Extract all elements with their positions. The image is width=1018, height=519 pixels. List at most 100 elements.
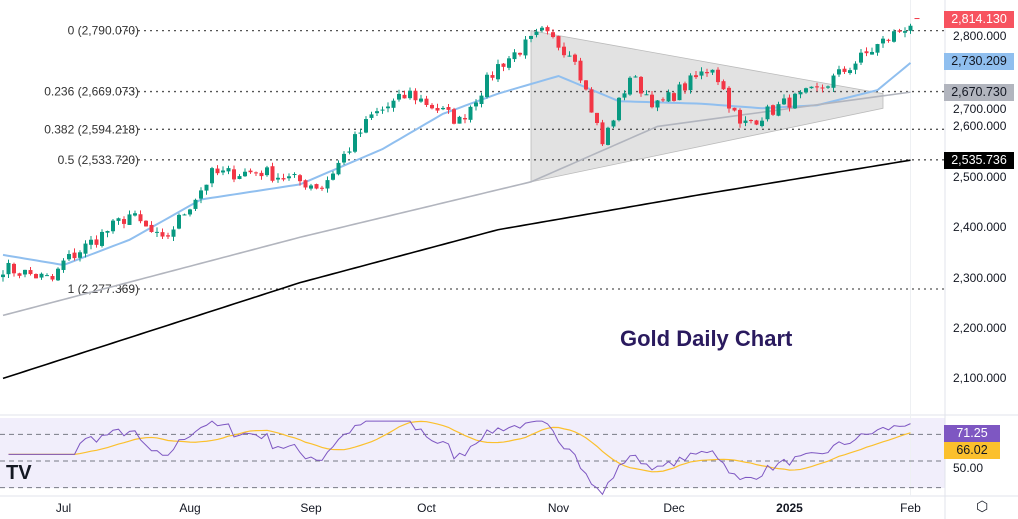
- candle: [336, 162, 341, 175]
- candle: [771, 105, 775, 115]
- price-tick-label: 2,800.000: [953, 29, 1007, 43]
- candle: [507, 58, 511, 68]
- candle: [776, 104, 781, 116]
- candle: [639, 76, 643, 94]
- candle: [655, 100, 660, 108]
- candle: [595, 112, 599, 123]
- candle: [276, 177, 280, 180]
- candle: [606, 127, 610, 145]
- candle: [457, 116, 462, 124]
- candle: [149, 224, 154, 232]
- candle: [518, 52, 522, 55]
- candle: [248, 170, 253, 173]
- candle: [254, 172, 258, 174]
- candle: [166, 235, 170, 237]
- candle: [749, 120, 753, 122]
- candle: [215, 168, 220, 174]
- candle: [259, 172, 264, 177]
- ma-mid-tag: 2,670.730: [944, 84, 1014, 101]
- candle: [204, 184, 209, 191]
- candle: [358, 132, 363, 134]
- candle: [787, 97, 792, 108]
- candle: [886, 39, 891, 41]
- candle: [903, 31, 907, 33]
- candle: [28, 270, 33, 275]
- candle: [754, 120, 759, 125]
- candle: [309, 185, 313, 189]
- tradingview-logo[interactable]: TV: [6, 462, 32, 484]
- candle: [842, 68, 847, 72]
- candle: [89, 239, 93, 245]
- settings-icon[interactable]: ⬡: [976, 498, 989, 514]
- candle: [320, 187, 324, 189]
- moving-average-line: [2, 91, 911, 317]
- candle: [116, 218, 121, 221]
- candle: [699, 71, 704, 76]
- candle: [567, 55, 572, 57]
- candle: [1, 274, 5, 278]
- time-label: Sep: [300, 501, 322, 515]
- candle: [133, 213, 137, 216]
- candle: [474, 102, 478, 107]
- candle: [551, 32, 555, 38]
- candle: [72, 252, 77, 259]
- time-label: 2025: [776, 501, 803, 515]
- candle: [496, 64, 500, 80]
- moving-average-line: [2, 62, 912, 267]
- candle: [765, 106, 770, 120]
- candle: [644, 94, 649, 96]
- candle: [716, 69, 720, 83]
- candle: [408, 90, 412, 99]
- candle: [523, 39, 528, 56]
- time-label: Oct: [417, 501, 436, 515]
- price-tick-label: 2,600.000: [953, 119, 1007, 134]
- candle: [892, 31, 896, 42]
- candle: [694, 75, 698, 78]
- candle: [188, 209, 192, 215]
- candle: [287, 176, 291, 179]
- candle: [380, 109, 385, 111]
- candle: [677, 84, 682, 101]
- candle: [452, 109, 456, 124]
- candle: [732, 107, 737, 111]
- candle: [413, 90, 418, 101]
- ma-slow-tag: 2,535.736: [944, 152, 1014, 169]
- candle: [155, 231, 159, 233]
- candle: [226, 168, 231, 172]
- candle: [386, 106, 390, 109]
- candle: [138, 214, 143, 222]
- candle: [628, 77, 632, 95]
- candle: [314, 184, 319, 189]
- candle: [34, 273, 38, 279]
- rsi-signal-line: [8, 420, 911, 473]
- candle: [666, 92, 671, 102]
- price-tick-label: 2,500.000: [953, 170, 1007, 184]
- candle: [661, 99, 665, 101]
- candle: [809, 86, 814, 89]
- candle: [50, 276, 55, 280]
- candle: [17, 273, 22, 276]
- candle: [837, 69, 841, 75]
- candle: [221, 170, 225, 173]
- candle: [6, 262, 11, 275]
- time-label: Nov: [548, 501, 569, 515]
- candle: [430, 104, 434, 109]
- candle: [446, 107, 451, 110]
- candle: [67, 254, 71, 260]
- candle: [479, 95, 484, 104]
- candle: [798, 92, 803, 95]
- candle: [881, 38, 885, 44]
- candle: [243, 171, 247, 177]
- candle: [12, 263, 16, 274]
- candle: [611, 120, 616, 127]
- candle: [281, 178, 286, 180]
- candle: [826, 86, 830, 88]
- time-label: Aug: [179, 501, 200, 515]
- candle: [45, 275, 49, 277]
- candle: [237, 176, 242, 179]
- time-label: Dec: [663, 501, 684, 515]
- candle: [105, 231, 110, 233]
- candle: [490, 75, 495, 78]
